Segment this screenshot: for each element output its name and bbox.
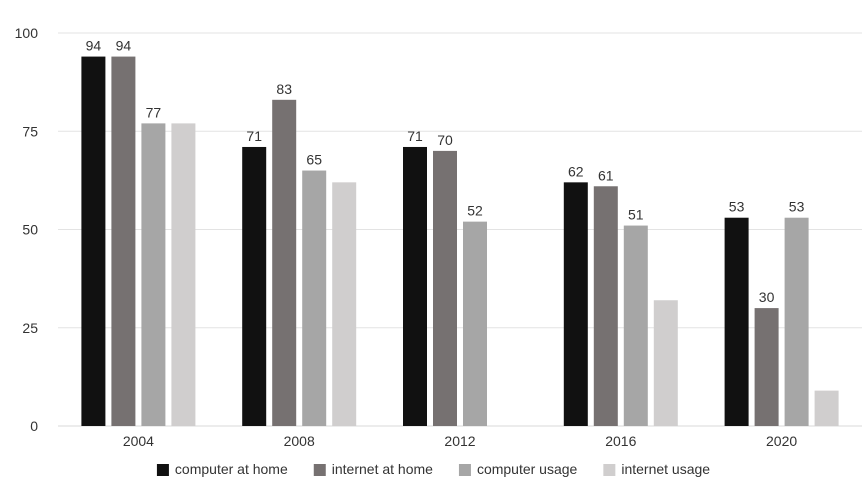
bar [593, 186, 618, 426]
data-labels: 94 94 77 71 83 65 71 70 52 62 61 51 53 30 53 [86, 38, 805, 306]
legend-swatch [313, 464, 326, 476]
bar [433, 150, 457, 426]
bar [332, 182, 357, 426]
legend-label: internet at home [332, 461, 433, 477]
data-label: 70 [437, 132, 453, 148]
data-label: 53 [789, 199, 805, 215]
legend-swatch [603, 464, 616, 476]
data-label: 71 [246, 128, 262, 144]
legend: computer at home internet at home computer… [156, 461, 710, 477]
bar [272, 99, 297, 426]
bar [623, 225, 648, 426]
y-tick-label: 75 [22, 123, 38, 139]
y-tick-label: 0 [30, 418, 38, 434]
bar [653, 300, 678, 426]
bar [724, 217, 749, 426]
bar [141, 123, 166, 426]
data-label: 53 [729, 199, 745, 215]
x-tick-label: 2004 [123, 433, 154, 449]
bar [463, 221, 487, 426]
bar [814, 390, 839, 426]
bar [302, 170, 327, 426]
y-tick-label: 100 [15, 25, 39, 41]
legend-label: computer at home [175, 461, 288, 477]
data-label: 94 [86, 38, 102, 54]
data-label: 62 [568, 163, 584, 179]
data-label: 77 [146, 104, 162, 120]
data-label: 52 [467, 203, 483, 219]
bar [171, 123, 196, 426]
data-label: 83 [276, 81, 292, 97]
legend-swatch [458, 464, 471, 476]
data-label: 30 [759, 289, 775, 305]
legend-swatch [156, 464, 169, 476]
bar [784, 217, 809, 426]
x-tick-label: 2008 [284, 433, 315, 449]
bar [754, 308, 779, 426]
data-label: 71 [407, 128, 423, 144]
bar [81, 56, 106, 426]
bar [242, 146, 267, 426]
legend-label: computer usage [477, 461, 578, 477]
y-tick-label: 25 [22, 320, 38, 336]
x-tick-label: 2020 [766, 433, 797, 449]
y-tick-label: 50 [22, 222, 38, 238]
x-tick-label: 2012 [444, 433, 475, 449]
x-tick-label: 2016 [605, 433, 636, 449]
legend-label: internet usage [621, 461, 710, 477]
bar [563, 182, 588, 426]
data-label: 61 [598, 167, 614, 183]
data-label: 94 [116, 38, 132, 54]
data-label: 65 [306, 152, 322, 168]
data-label: 51 [628, 207, 644, 223]
bars [81, 56, 839, 426]
bar [403, 146, 427, 426]
bar [111, 56, 136, 426]
